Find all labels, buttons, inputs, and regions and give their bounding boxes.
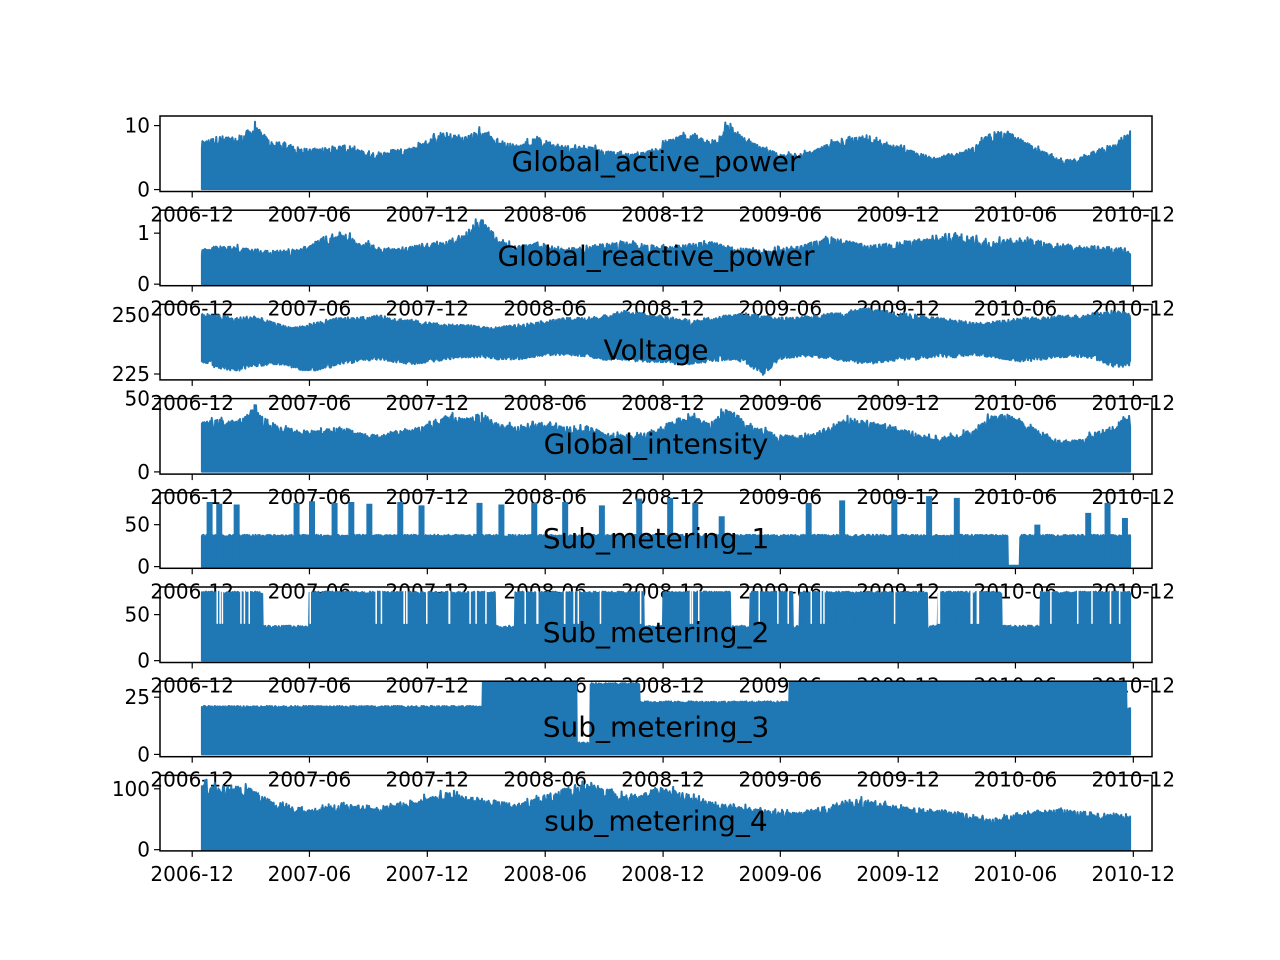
series-trace [200, 218, 1132, 286]
x-tick-label: 2006-12 [150, 768, 234, 792]
x-tick-label: 2008-12 [621, 391, 705, 415]
x-tick-label: 2007-12 [386, 391, 470, 415]
x-tick-label: 2010-06 [974, 768, 1058, 792]
series-trace [200, 778, 1132, 851]
panel-3: 225 250 2006-12 2007-06 2007-12 2008-06 2008-1… [112, 303, 1175, 415]
x-tick-label: 2006-12 [150, 674, 234, 698]
panel-title: sub_metering_4 [544, 805, 767, 838]
panel-title: Global_active_power [512, 145, 801, 178]
x-tick-label: 2009-12 [856, 391, 940, 415]
x-tick-label: 2009-06 [739, 391, 823, 415]
series-trace [200, 404, 1132, 473]
series-trace [200, 307, 1132, 376]
x-tick-label: 2009-06 [739, 203, 823, 227]
x-tick-label: 2008-12 [621, 203, 705, 227]
y-tick-label: 225 [112, 362, 150, 386]
axes-frame [159, 492, 1153, 570]
axes-frame [159, 586, 1153, 664]
x-tick-label: 2010-06 [974, 862, 1058, 886]
x-tick-label: 2010-12 [1092, 203, 1176, 227]
x-tick-label: 2008-12 [621, 485, 705, 509]
x-tick-label: 2009-06 [739, 862, 823, 886]
x-tick-label: 2006-12 [150, 203, 234, 227]
x-tick-label: 2010-06 [974, 485, 1058, 509]
x-tick-label: 2010-12 [1092, 862, 1176, 886]
x-tick-label: 2008-06 [503, 297, 587, 321]
x-tick-label: 2007-06 [268, 862, 352, 886]
x-tick-label: 2007-06 [268, 674, 352, 698]
x-tick-label: 2010-12 [1092, 391, 1176, 415]
y-tick-label: 10 [125, 114, 150, 138]
y-tick-label: 50 [125, 513, 150, 537]
x-tick-label: 2007-12 [386, 862, 470, 886]
y-tick-label: 0 [137, 742, 150, 766]
axes-frame [159, 303, 1153, 381]
x-tick-label: 2009-12 [856, 862, 940, 886]
x-tick-label: 2010-06 [974, 297, 1058, 321]
y-tick-label: 0 [137, 460, 150, 484]
panel-title: Voltage [603, 334, 708, 367]
axes-frame [159, 680, 1153, 758]
x-tick-label: 2007-12 [386, 297, 470, 321]
y-tick-label: 0 [137, 649, 150, 673]
y-tick-label: 50 [125, 603, 150, 627]
series-trace [200, 681, 1132, 756]
x-tick-label: 2009-12 [856, 485, 940, 509]
y-tick-label: 250 [112, 303, 150, 327]
x-tick-label: 2007-06 [268, 297, 352, 321]
x-tick-label: 2008-06 [503, 203, 587, 227]
x-tick-label: 2010-06 [974, 203, 1058, 227]
panel-title: Global_intensity [544, 428, 769, 461]
x-tick-label: 2007-06 [268, 768, 352, 792]
x-tick-label: 2007-12 [386, 768, 470, 792]
panel-7: 0 25 2006-12 2007-06 2007-12 2008-06 2008-12 20… [125, 680, 1176, 792]
panel-title: Sub_metering_2 [543, 616, 770, 649]
x-tick-label: 2008-12 [621, 768, 705, 792]
y-tick-label: 25 [125, 685, 150, 709]
x-tick-label: 2010-12 [1092, 485, 1176, 509]
x-tick-label: 2009-12 [856, 768, 940, 792]
y-tick-label: 0 [137, 272, 150, 296]
axes-frame [159, 115, 1153, 193]
axes-frame [159, 774, 1153, 852]
x-tick-label: 2008-06 [503, 862, 587, 886]
x-tick-label: 2007-06 [268, 203, 352, 227]
x-tick-label: 2009-06 [739, 768, 823, 792]
x-tick-label: 2006-12 [150, 297, 234, 321]
x-tick-label: 2007-06 [268, 391, 352, 415]
x-tick-label: 2010-12 [1092, 768, 1176, 792]
x-tick-label: 2006-12 [150, 391, 234, 415]
x-tick-label: 2007-12 [386, 674, 470, 698]
x-tick-label: 2009-12 [856, 203, 940, 227]
x-tick-label: 2006-12 [150, 862, 234, 886]
panel-title: Global_reactive_power [497, 239, 815, 272]
panel-title: Sub_metering_1 [543, 522, 770, 555]
axes-frame [159, 397, 1153, 475]
x-tick-label: 2008-06 [503, 768, 587, 792]
panel-8: 0 100 2006-12 2007-06 2007-12 2008-06 2008-12 2… [112, 774, 1176, 886]
y-tick-label: 1 [137, 221, 150, 245]
series-trace [200, 590, 1132, 662]
axes-frame [159, 209, 1153, 287]
series-trace [200, 120, 1132, 191]
panel-6: 0502006-122007-062007-122008-062008-1220… [125, 586, 1175, 698]
y-tick-label: 0 [137, 555, 150, 579]
y-tick-label: 0 [137, 838, 150, 862]
x-tick-label: 2010-06 [974, 391, 1058, 415]
panel-1: 0 10 2006-12 2007-06 2007-12 2008-06 2008-12 20… [125, 114, 1176, 227]
panel-title: Sub_metering_3 [543, 710, 770, 743]
x-tick-label: 2008-06 [503, 391, 587, 415]
series-trace [200, 533, 1132, 568]
x-tick-label: 2008-06 [503, 485, 587, 509]
y-tick-label: 100 [112, 777, 150, 801]
x-tick-label: 2008-12 [621, 862, 705, 886]
y-tick-label: 0 [137, 178, 150, 202]
y-tick-label: 50 [125, 387, 150, 411]
x-tick-label: 2007-12 [386, 203, 470, 227]
